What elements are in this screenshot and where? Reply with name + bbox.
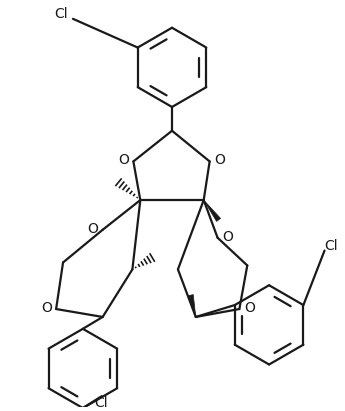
Text: O: O: [87, 222, 98, 236]
Text: O: O: [222, 230, 233, 244]
Text: O: O: [244, 301, 255, 315]
Polygon shape: [188, 295, 196, 317]
Text: Cl: Cl: [54, 7, 68, 21]
Text: O: O: [118, 153, 129, 167]
Text: Cl: Cl: [94, 396, 108, 410]
Text: Cl: Cl: [325, 239, 338, 253]
Text: O: O: [41, 301, 52, 315]
Text: O: O: [214, 153, 225, 167]
Polygon shape: [204, 200, 220, 222]
